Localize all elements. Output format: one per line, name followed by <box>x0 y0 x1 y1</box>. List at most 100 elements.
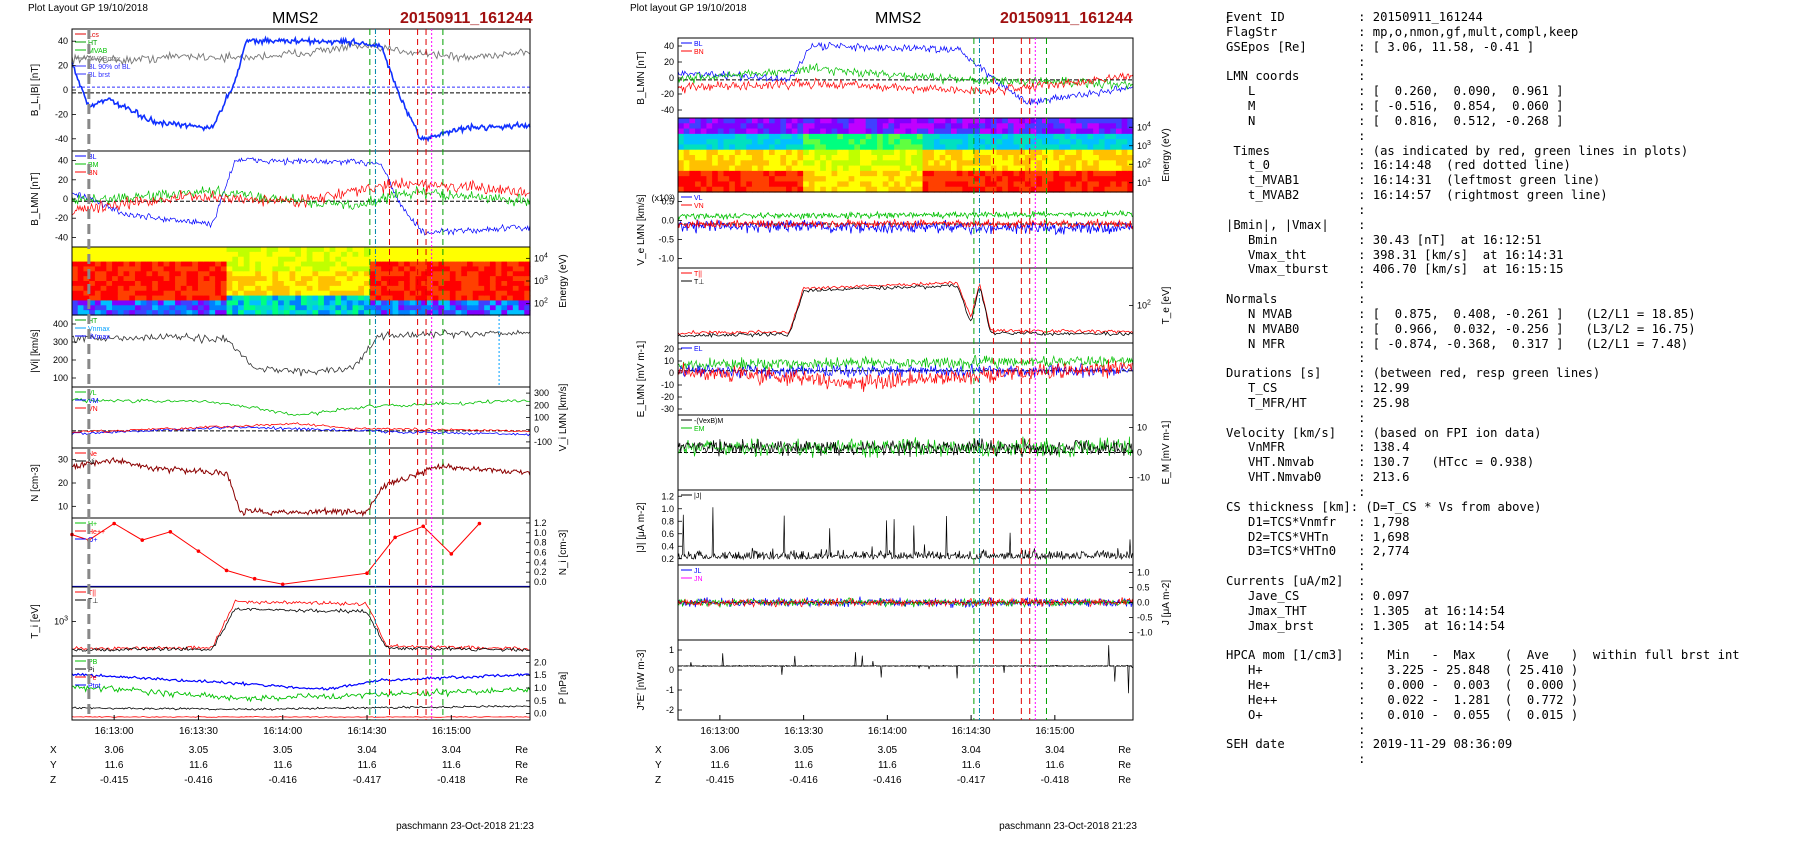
spectrogram-cell <box>882 118 890 124</box>
spectrogram-cell <box>956 165 963 172</box>
spectrogram-cell <box>192 251 199 258</box>
spectrogram-cell <box>209 290 216 297</box>
spectrogram-cell <box>985 144 992 151</box>
spectrogram-cell <box>695 123 702 130</box>
spectrogram-cell <box>152 300 159 306</box>
spectrogram-cell <box>352 251 359 258</box>
spectrogram-cell <box>260 251 268 258</box>
spectrogram-cell <box>77 261 85 268</box>
spectrogram-cell <box>922 181 929 188</box>
spectrogram-cell <box>825 149 833 156</box>
tick-label: 101 <box>1137 177 1151 188</box>
legend-label: H+ <box>88 521 97 528</box>
spectrogram-cell <box>678 133 685 140</box>
spectrogram-cell <box>117 290 125 297</box>
spectrogram-cell <box>1121 133 1128 140</box>
spectrogram-cell <box>163 276 170 282</box>
tick-label: 102 <box>534 298 548 309</box>
spectrogram-cell <box>1064 186 1072 193</box>
spectrogram-cell <box>791 144 799 151</box>
spectrogram-cell <box>678 165 685 172</box>
position-value: -0.415 <box>100 775 129 786</box>
spectrogram-cell <box>180 290 188 297</box>
spectrogram-cell <box>346 261 354 268</box>
panel-ylabel: Energy (eV) <box>1161 128 1172 181</box>
position-row-label: Y <box>655 760 662 771</box>
spectrogram-cell <box>484 295 491 302</box>
position-value: 3.05 <box>878 745 898 756</box>
spectrogram-cell <box>363 290 371 297</box>
spectrogram-cell <box>163 300 170 306</box>
spectrogram-cell <box>266 276 273 282</box>
spectrogram-cell <box>461 247 468 253</box>
spectrogram-cell <box>916 165 924 172</box>
spectrogram-cell <box>146 256 153 263</box>
spectrogram-cell <box>112 251 119 258</box>
info-line: t_0 : 16:14:48 (red dotted line) <box>1226 158 1571 173</box>
spectrogram-cell <box>495 295 502 302</box>
data-line <box>677 354 1134 372</box>
spectrogram-cell <box>398 266 405 272</box>
spectrogram-cell <box>152 290 159 297</box>
spectrogram-cell <box>489 310 497 316</box>
spectrogram-cell <box>860 139 867 146</box>
spectrogram-cell <box>905 123 912 130</box>
spectrogram-cell <box>678 155 685 161</box>
spectrogram-cell <box>990 118 998 124</box>
spectrogram-cell <box>973 155 981 161</box>
spectrogram-cell <box>786 123 793 130</box>
spectrogram-cell <box>1019 155 1026 161</box>
spectrogram-cell <box>484 290 491 297</box>
spectrogram-cell <box>363 295 371 302</box>
spectrogram-cell <box>1064 170 1072 177</box>
spectrogram-cell <box>894 165 901 172</box>
position-row-label: X <box>655 745 662 756</box>
spectrogram-cell <box>814 165 821 172</box>
spectrogram-cell <box>272 271 279 277</box>
spectrogram-cell <box>1121 155 1128 161</box>
spectrogram-cell <box>791 181 799 188</box>
spectrogram-cell <box>83 281 90 287</box>
spectrogram-cell <box>882 123 890 130</box>
spectrogram-cell <box>985 133 992 140</box>
spectrogram-cell <box>404 290 411 297</box>
spectrogram-cell <box>1076 170 1083 177</box>
spectrogram-cell <box>1007 123 1015 130</box>
spectrogram-cell <box>894 176 901 183</box>
spectrogram-cell <box>808 139 816 146</box>
spectrogram-cell <box>501 266 508 272</box>
spectrogram-cell <box>848 144 855 151</box>
spectrogram-cell <box>323 285 331 292</box>
position-value: 3.06 <box>104 745 124 756</box>
spectrogram-cell <box>238 295 245 302</box>
spectrogram-cell <box>501 285 508 292</box>
spectrogram-cell <box>352 247 359 253</box>
spectrogram-cell <box>769 160 776 167</box>
spectrogram-cell <box>249 276 256 282</box>
spectrogram-cell <box>283 251 291 258</box>
spectrogram-cell <box>375 256 382 263</box>
spectrogram-cell <box>404 310 411 316</box>
spectrogram-cell <box>444 251 451 258</box>
spectrogram-cell <box>1070 165 1077 172</box>
spectrogram-cell <box>301 276 308 282</box>
spectrogram-cell <box>831 160 838 167</box>
spectrogram-cell <box>723 186 730 193</box>
spectrogram-cell <box>973 149 981 156</box>
spectrogram-cell <box>381 310 388 316</box>
plot-layout-title: Plot layout GP 19/10/2018 <box>630 3 747 14</box>
spectrogram-cell <box>717 176 725 183</box>
spectrogram-cell <box>455 271 462 277</box>
spectrogram-cell <box>996 128 1003 135</box>
spectrogram-cell <box>769 186 776 193</box>
spectrogram-cell <box>255 261 262 268</box>
info-line: VHT.Nmvab : 130.7 (HTcc = 0.938) <box>1226 455 1535 470</box>
spectrogram-cell <box>209 261 216 268</box>
panel-frame <box>71 28 531 152</box>
tick-label: 20 <box>664 57 674 67</box>
spectrogram-cell <box>911 170 918 177</box>
spectrogram-cell <box>203 247 210 253</box>
spectrogram-cell <box>894 155 901 161</box>
position-unit: Re <box>1118 745 1131 756</box>
spectrogram-cell <box>157 305 165 311</box>
